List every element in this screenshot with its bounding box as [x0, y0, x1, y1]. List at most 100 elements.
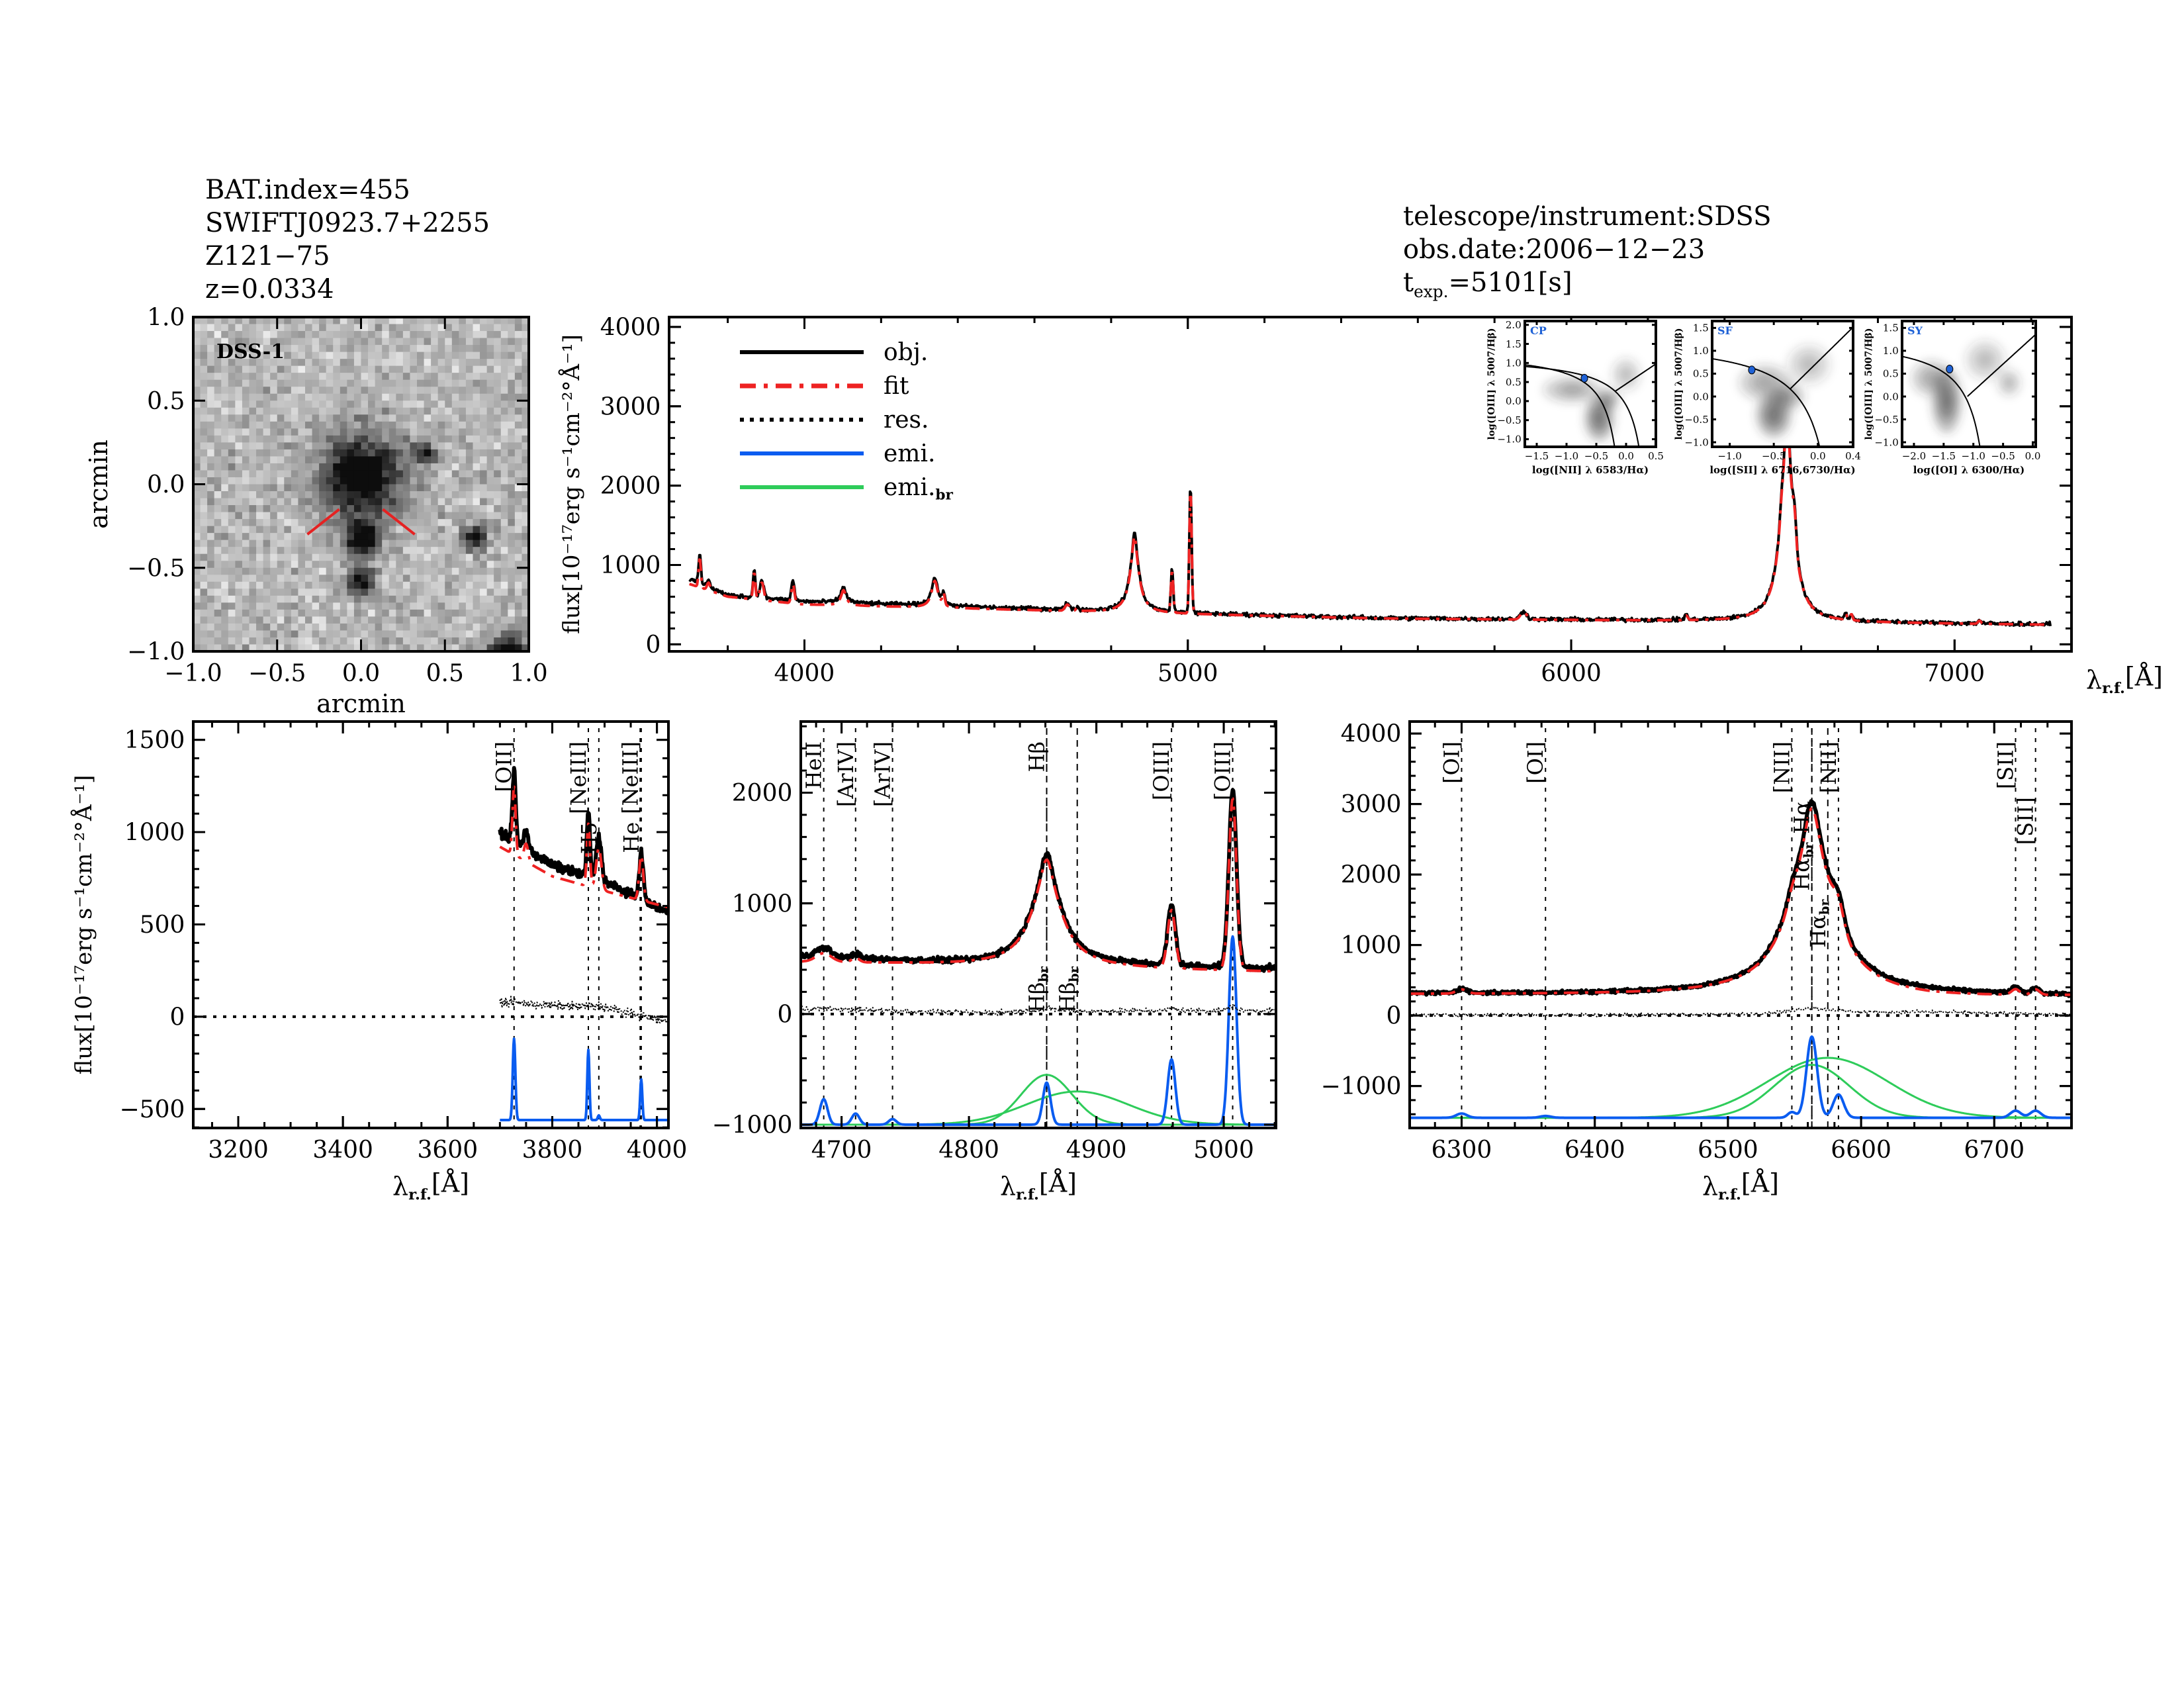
image-pixel	[402, 407, 411, 415]
image-pixel	[221, 547, 229, 555]
image-pixel	[353, 365, 362, 373]
image-pixel	[200, 421, 208, 429]
image-pixel	[368, 317, 376, 325]
image-pixel	[396, 512, 404, 520]
image-pixel	[256, 345, 264, 353]
image-pixel	[340, 581, 347, 589]
image-pixel	[424, 421, 432, 429]
image-pixel	[494, 561, 502, 569]
image-pixel	[347, 317, 355, 325]
image-pixel	[382, 331, 390, 339]
image-pixel	[445, 387, 453, 395]
image-pixel	[284, 588, 292, 596]
image-pixel	[284, 609, 292, 617]
image-pixel	[486, 435, 494, 443]
image-pixel	[242, 470, 250, 478]
image-pixel	[333, 533, 341, 541]
image-pixel	[214, 553, 222, 561]
image-pixel	[465, 373, 474, 381]
image-pixel	[228, 616, 236, 624]
image-pixel	[347, 512, 355, 520]
line-label: Hα	[1790, 801, 1815, 834]
image-pixel	[473, 393, 480, 401]
image-pixel	[228, 379, 236, 387]
image-pixel	[508, 561, 516, 569]
image-pixel	[333, 575, 341, 583]
image-pixel	[353, 428, 362, 436]
image-pixel	[326, 421, 334, 429]
image-pixel	[396, 623, 404, 632]
image-pixel	[242, 352, 250, 359]
image-pixel	[500, 533, 508, 541]
image-pixel	[459, 359, 467, 367]
image-pixel	[437, 338, 445, 346]
demarcation-curve	[1525, 364, 1615, 447]
image-pixel	[228, 435, 236, 443]
image-pixel	[375, 359, 383, 367]
image-pixel	[486, 463, 494, 471]
image-pixel	[193, 498, 201, 506]
image-pixel	[270, 345, 278, 353]
image-pixel	[256, 387, 264, 395]
image-pixel	[207, 373, 215, 381]
image-pixel	[459, 379, 467, 387]
image-pixel	[284, 630, 292, 638]
image-pixel	[298, 491, 306, 499]
image-pixel	[242, 393, 250, 401]
image-pixel	[326, 365, 334, 373]
image-pixel	[514, 373, 523, 381]
image-pixel	[298, 644, 306, 652]
image-pixel	[514, 630, 523, 638]
image-pixel	[402, 644, 411, 652]
image-pixel	[445, 463, 453, 471]
image-pixel	[319, 623, 327, 632]
image-pixel	[353, 609, 362, 617]
image-pixel	[375, 456, 383, 464]
plot-frame	[192, 720, 670, 1129]
image-pixel	[291, 561, 299, 569]
image-pixel	[500, 588, 508, 596]
image-pixel	[277, 400, 285, 408]
y-tick-label: −1.0	[1497, 434, 1521, 445]
image-pixel	[451, 512, 459, 520]
image-pixel	[333, 435, 341, 443]
image-pixel	[347, 435, 355, 443]
image-pixel	[242, 317, 250, 325]
demarcation-curve	[1712, 357, 1821, 447]
image-pixel	[410, 477, 418, 485]
image-pixel	[465, 449, 474, 457]
image-pixel	[424, 442, 432, 450]
image-pixel	[249, 470, 257, 478]
image-pixel	[480, 553, 488, 561]
image-pixel	[402, 637, 411, 645]
image-pixel	[340, 630, 347, 638]
image-pixel	[375, 623, 383, 632]
image-pixel	[214, 352, 222, 359]
image-pixel	[305, 359, 313, 367]
image-pixel	[326, 435, 334, 443]
image-pixel	[214, 581, 222, 589]
image-pixel	[284, 428, 292, 436]
image-pixel	[375, 317, 383, 325]
image-pixel	[291, 533, 299, 541]
bat-index: BAT.index=455	[205, 175, 410, 205]
image-pixel	[514, 602, 523, 610]
image-pixel	[263, 623, 271, 632]
image-pixel	[361, 575, 369, 583]
image-pixel	[424, 435, 432, 443]
image-pixel	[522, 526, 529, 534]
image-pixel	[445, 435, 453, 443]
x-tick-label: −0.5	[248, 660, 306, 687]
image-pixel	[431, 623, 439, 632]
image-pixel	[465, 421, 474, 429]
image-pixel	[459, 463, 467, 471]
image-pixel	[270, 414, 278, 422]
image-pixel	[263, 400, 271, 408]
image-pixel	[473, 428, 480, 436]
image-pixel	[410, 484, 418, 492]
image-pixel	[500, 602, 508, 610]
image-pixel	[284, 400, 292, 408]
image-pixel	[284, 352, 292, 359]
image-pixel	[410, 414, 418, 422]
image-pixel	[256, 456, 264, 464]
